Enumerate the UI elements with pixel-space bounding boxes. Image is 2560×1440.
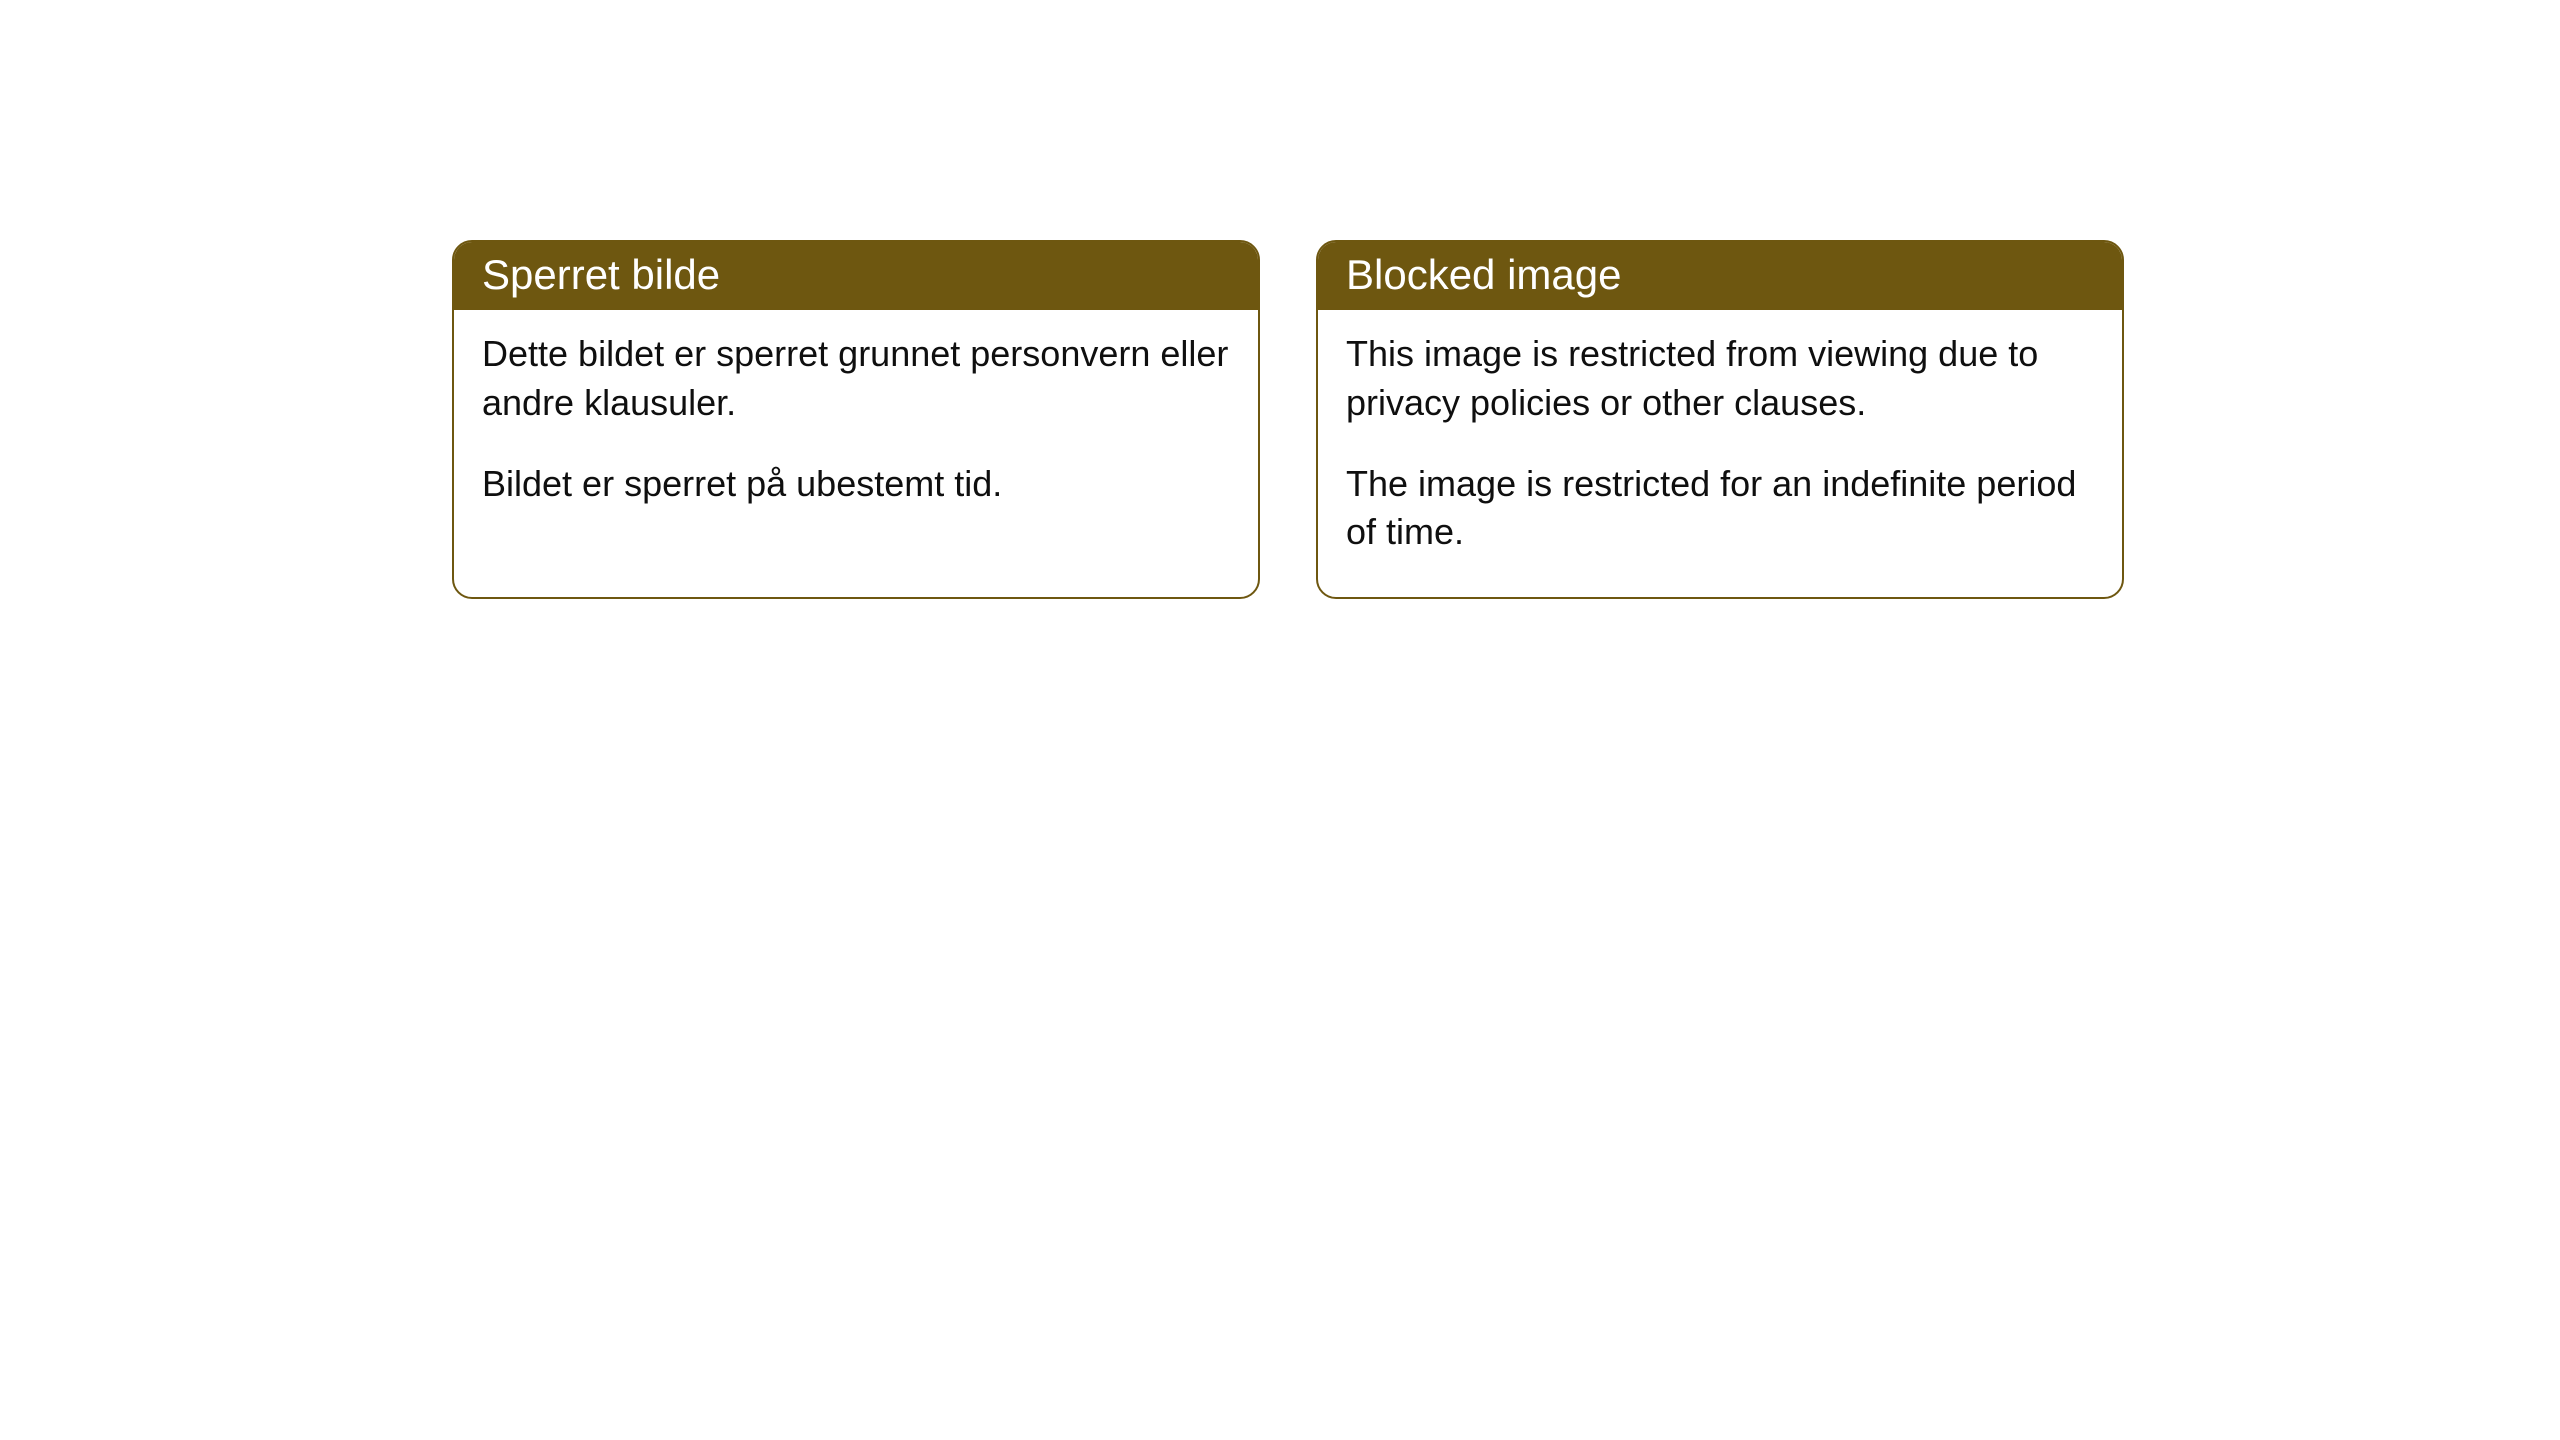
- notice-text-english-1: This image is restricted from viewing du…: [1346, 330, 2094, 427]
- card-header-english: Blocked image: [1318, 242, 2122, 310]
- card-body-english: This image is restricted from viewing du…: [1318, 310, 2122, 596]
- notice-container: Sperret bilde Dette bildet er sperret gr…: [0, 0, 2560, 599]
- blocked-image-card-english: Blocked image This image is restricted f…: [1316, 240, 2124, 599]
- notice-text-norwegian-2: Bildet er sperret på ubestemt tid.: [482, 460, 1230, 509]
- notice-text-norwegian-1: Dette bildet er sperret grunnet personve…: [482, 330, 1230, 427]
- notice-text-english-2: The image is restricted for an indefinit…: [1346, 460, 2094, 557]
- card-header-norwegian: Sperret bilde: [454, 242, 1258, 310]
- card-body-norwegian: Dette bildet er sperret grunnet personve…: [454, 310, 1258, 548]
- blocked-image-card-norwegian: Sperret bilde Dette bildet er sperret gr…: [452, 240, 1260, 599]
